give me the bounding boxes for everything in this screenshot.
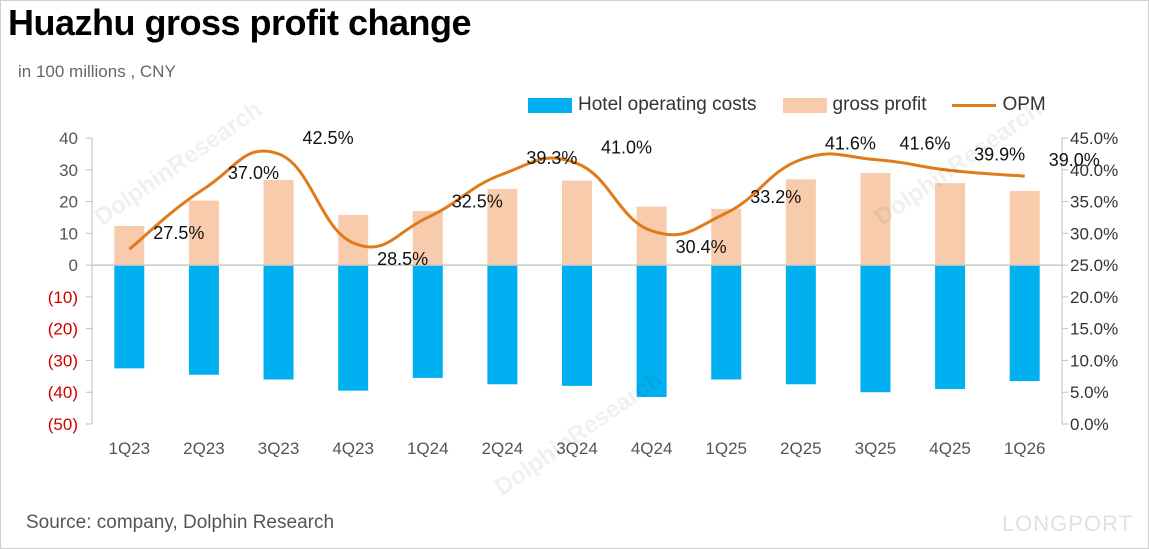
left-tick-label: (10): [48, 288, 78, 307]
left-tick-label: 40: [59, 129, 78, 148]
opm-data-label: 41.6%: [825, 134, 876, 154]
x-tick-label: 2Q23: [183, 439, 225, 458]
left-tick-label: (50): [48, 415, 78, 434]
x-tick-label: 4Q24: [631, 439, 673, 458]
right-tick-label: 30.0%: [1070, 224, 1118, 243]
bar-gross-profit: [562, 180, 592, 266]
x-tick-label: 1Q23: [109, 439, 151, 458]
opm-data-label: 41.0%: [601, 137, 652, 157]
legend-item-gross: gross profit: [782, 94, 927, 116]
chart-source: Source: company, Dolphin Research: [26, 512, 335, 533]
legend-label-gross: gross profit: [832, 94, 927, 115]
legend-swatch-costs: [528, 97, 572, 113]
bar-gross-profit: [114, 226, 145, 266]
x-tick-label: 3Q23: [258, 439, 300, 458]
opm-data-label: 28.5%: [377, 249, 428, 269]
x-tick-label: 3Q25: [855, 439, 897, 458]
right-tick-label: 35.0%: [1070, 193, 1118, 212]
left-tick-label: 30: [59, 161, 78, 180]
bar-hotel-operating-costs: [338, 265, 369, 391]
bar-hotel-operating-costs: [263, 265, 294, 380]
x-tick-label: 2Q25: [780, 439, 822, 458]
left-tick-label: (40): [48, 383, 78, 402]
legend: Hotel operating costs gross profit OPM: [528, 94, 1072, 116]
bar-gross-profit: [188, 200, 219, 266]
right-tick-label: 15.0%: [1070, 320, 1118, 339]
opm-data-label: 39.9%: [974, 144, 1025, 164]
bar-hotel-operating-costs: [1009, 265, 1040, 382]
bar-gross-profit: [412, 211, 443, 266]
legend-item-costs: Hotel operating costs: [528, 94, 757, 116]
x-tick-label: 4Q25: [929, 439, 971, 458]
x-tick-label: 2Q24: [482, 439, 524, 458]
bar-hotel-operating-costs: [935, 265, 966, 390]
legend-label-costs: Hotel operating costs: [578, 94, 757, 115]
watermark-logo: LONGPORT: [1001, 511, 1133, 536]
bar-gross-profit: [785, 179, 816, 266]
bar-hotel-operating-costs: [785, 265, 816, 385]
right-tick-label: 10.0%: [1070, 351, 1118, 370]
right-tick-label: 40.0%: [1070, 161, 1118, 180]
opm-data-label: 39.0%: [1049, 150, 1100, 170]
legend-swatch-gross: [782, 97, 827, 113]
left-tick-label: 20: [59, 193, 78, 212]
right-tick-label: 20.0%: [1070, 288, 1118, 307]
bar-gross-profit: [935, 183, 966, 266]
bar-hotel-operating-costs: [562, 265, 592, 386]
legend-swatch-opm: [952, 103, 997, 107]
bar-gross-profit: [1009, 191, 1040, 266]
right-tick-label: 25.0%: [1070, 256, 1118, 275]
line-opm: [128, 149, 1025, 251]
legend-label-opm: OPM: [1002, 94, 1046, 115]
opm-data-label: 42.5%: [303, 128, 354, 148]
opm-data-label: 41.6%: [899, 134, 950, 154]
opm-data-label: 37.0%: [228, 163, 279, 183]
bar-gross-profit: [338, 214, 369, 266]
bar-hotel-operating-costs: [636, 265, 667, 397]
chart-title: Huazhu gross profit change: [8, 2, 472, 43]
bar-gross-profit: [263, 179, 294, 266]
opm-data-label: 30.4%: [676, 237, 727, 257]
left-tick-label: (30): [48, 351, 78, 370]
bar-hotel-operating-costs: [412, 265, 443, 378]
left-tick-label: (20): [48, 320, 78, 339]
opm-data-label: 27.5%: [153, 223, 204, 243]
x-tick-label: 3Q24: [556, 439, 598, 458]
bar-hotel-operating-costs: [114, 265, 145, 369]
legend-item-opm: OPM: [952, 94, 1046, 116]
bar-gross-profit: [860, 172, 891, 266]
x-tick-label: 1Q24: [407, 439, 449, 458]
right-tick-label: 5.0%: [1070, 383, 1109, 402]
opm-data-label: 39.3%: [526, 148, 577, 168]
bar-gross-profit: [636, 206, 667, 266]
opm-data-label: 33.2%: [750, 187, 801, 207]
x-tick-label: 1Q25: [705, 439, 747, 458]
bar-hotel-operating-costs: [711, 265, 742, 380]
left-tick-label: 10: [59, 224, 78, 243]
left-tick-label: 0: [69, 256, 78, 275]
bar-gross-profit: [487, 188, 518, 266]
chart-subtitle: in 100 millions , CNY: [18, 62, 176, 81]
bar-hotel-operating-costs: [860, 265, 891, 393]
bar-hotel-operating-costs: [188, 265, 219, 375]
right-tick-label: 0.0%: [1070, 415, 1109, 434]
bar-hotel-operating-costs: [487, 265, 518, 385]
opm-data-label: 32.5%: [452, 191, 503, 211]
x-tick-label: 4Q23: [332, 439, 374, 458]
right-tick-label: 45.0%: [1070, 129, 1118, 148]
x-tick-label: 1Q26: [1004, 439, 1046, 458]
